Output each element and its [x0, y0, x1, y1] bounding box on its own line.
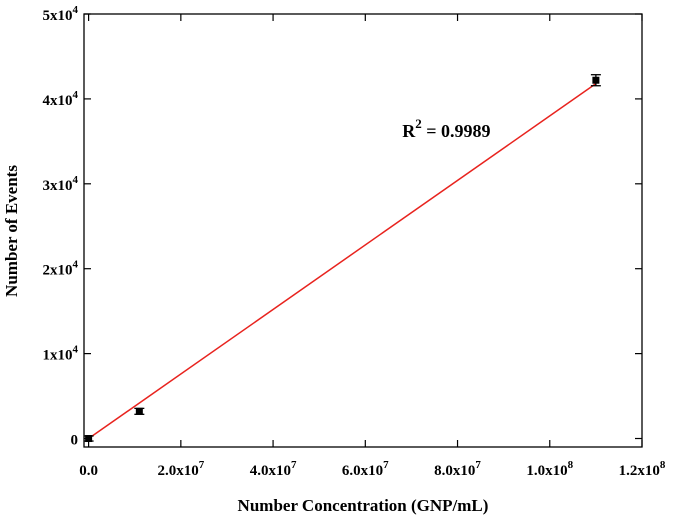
data-point [590, 74, 601, 87]
x-tick-label: 0.0 [79, 463, 98, 479]
y-tick-label: 2x104 [43, 259, 79, 279]
x-tick-label: 6.0x107 [342, 459, 389, 479]
x-axis-title: Number Concentration (GNP/mL) [238, 496, 489, 515]
point-marker [135, 407, 143, 415]
r-squared-annotation: R2 = 0.9989 [402, 116, 490, 141]
data-points [83, 74, 601, 443]
x-axis-ticks: 0.0 2.0x107 4.0x107 6.0x107 8.0x107 1.0x108 1.… [79, 14, 666, 479]
x-tick-label: 1.0x108 [526, 459, 573, 479]
y-axis-title: Number of Events [2, 165, 21, 297]
y-tick-label: 4x104 [43, 89, 79, 109]
plot-frame [83, 13, 643, 448]
y-tick-label: 3x104 [43, 174, 79, 194]
fit-line [88, 83, 597, 440]
point-marker [592, 76, 600, 84]
data-point [83, 435, 94, 443]
y-tick-label: 0 [71, 433, 79, 449]
x-tick-label: 4.0x107 [250, 459, 297, 479]
y-tick-label: 1x104 [43, 344, 79, 364]
x-tick-label: 8.0x107 [434, 459, 481, 479]
y-tick-label: 5x104 [43, 4, 79, 24]
y-axis-ticks: 0 1x104 2x104 3x104 4x104 5x104 [43, 4, 642, 449]
point-marker [85, 435, 93, 443]
x-tick-label: 1.2x108 [619, 459, 666, 479]
data-point [134, 407, 145, 415]
x-tick-label: 2.0x107 [157, 459, 204, 479]
